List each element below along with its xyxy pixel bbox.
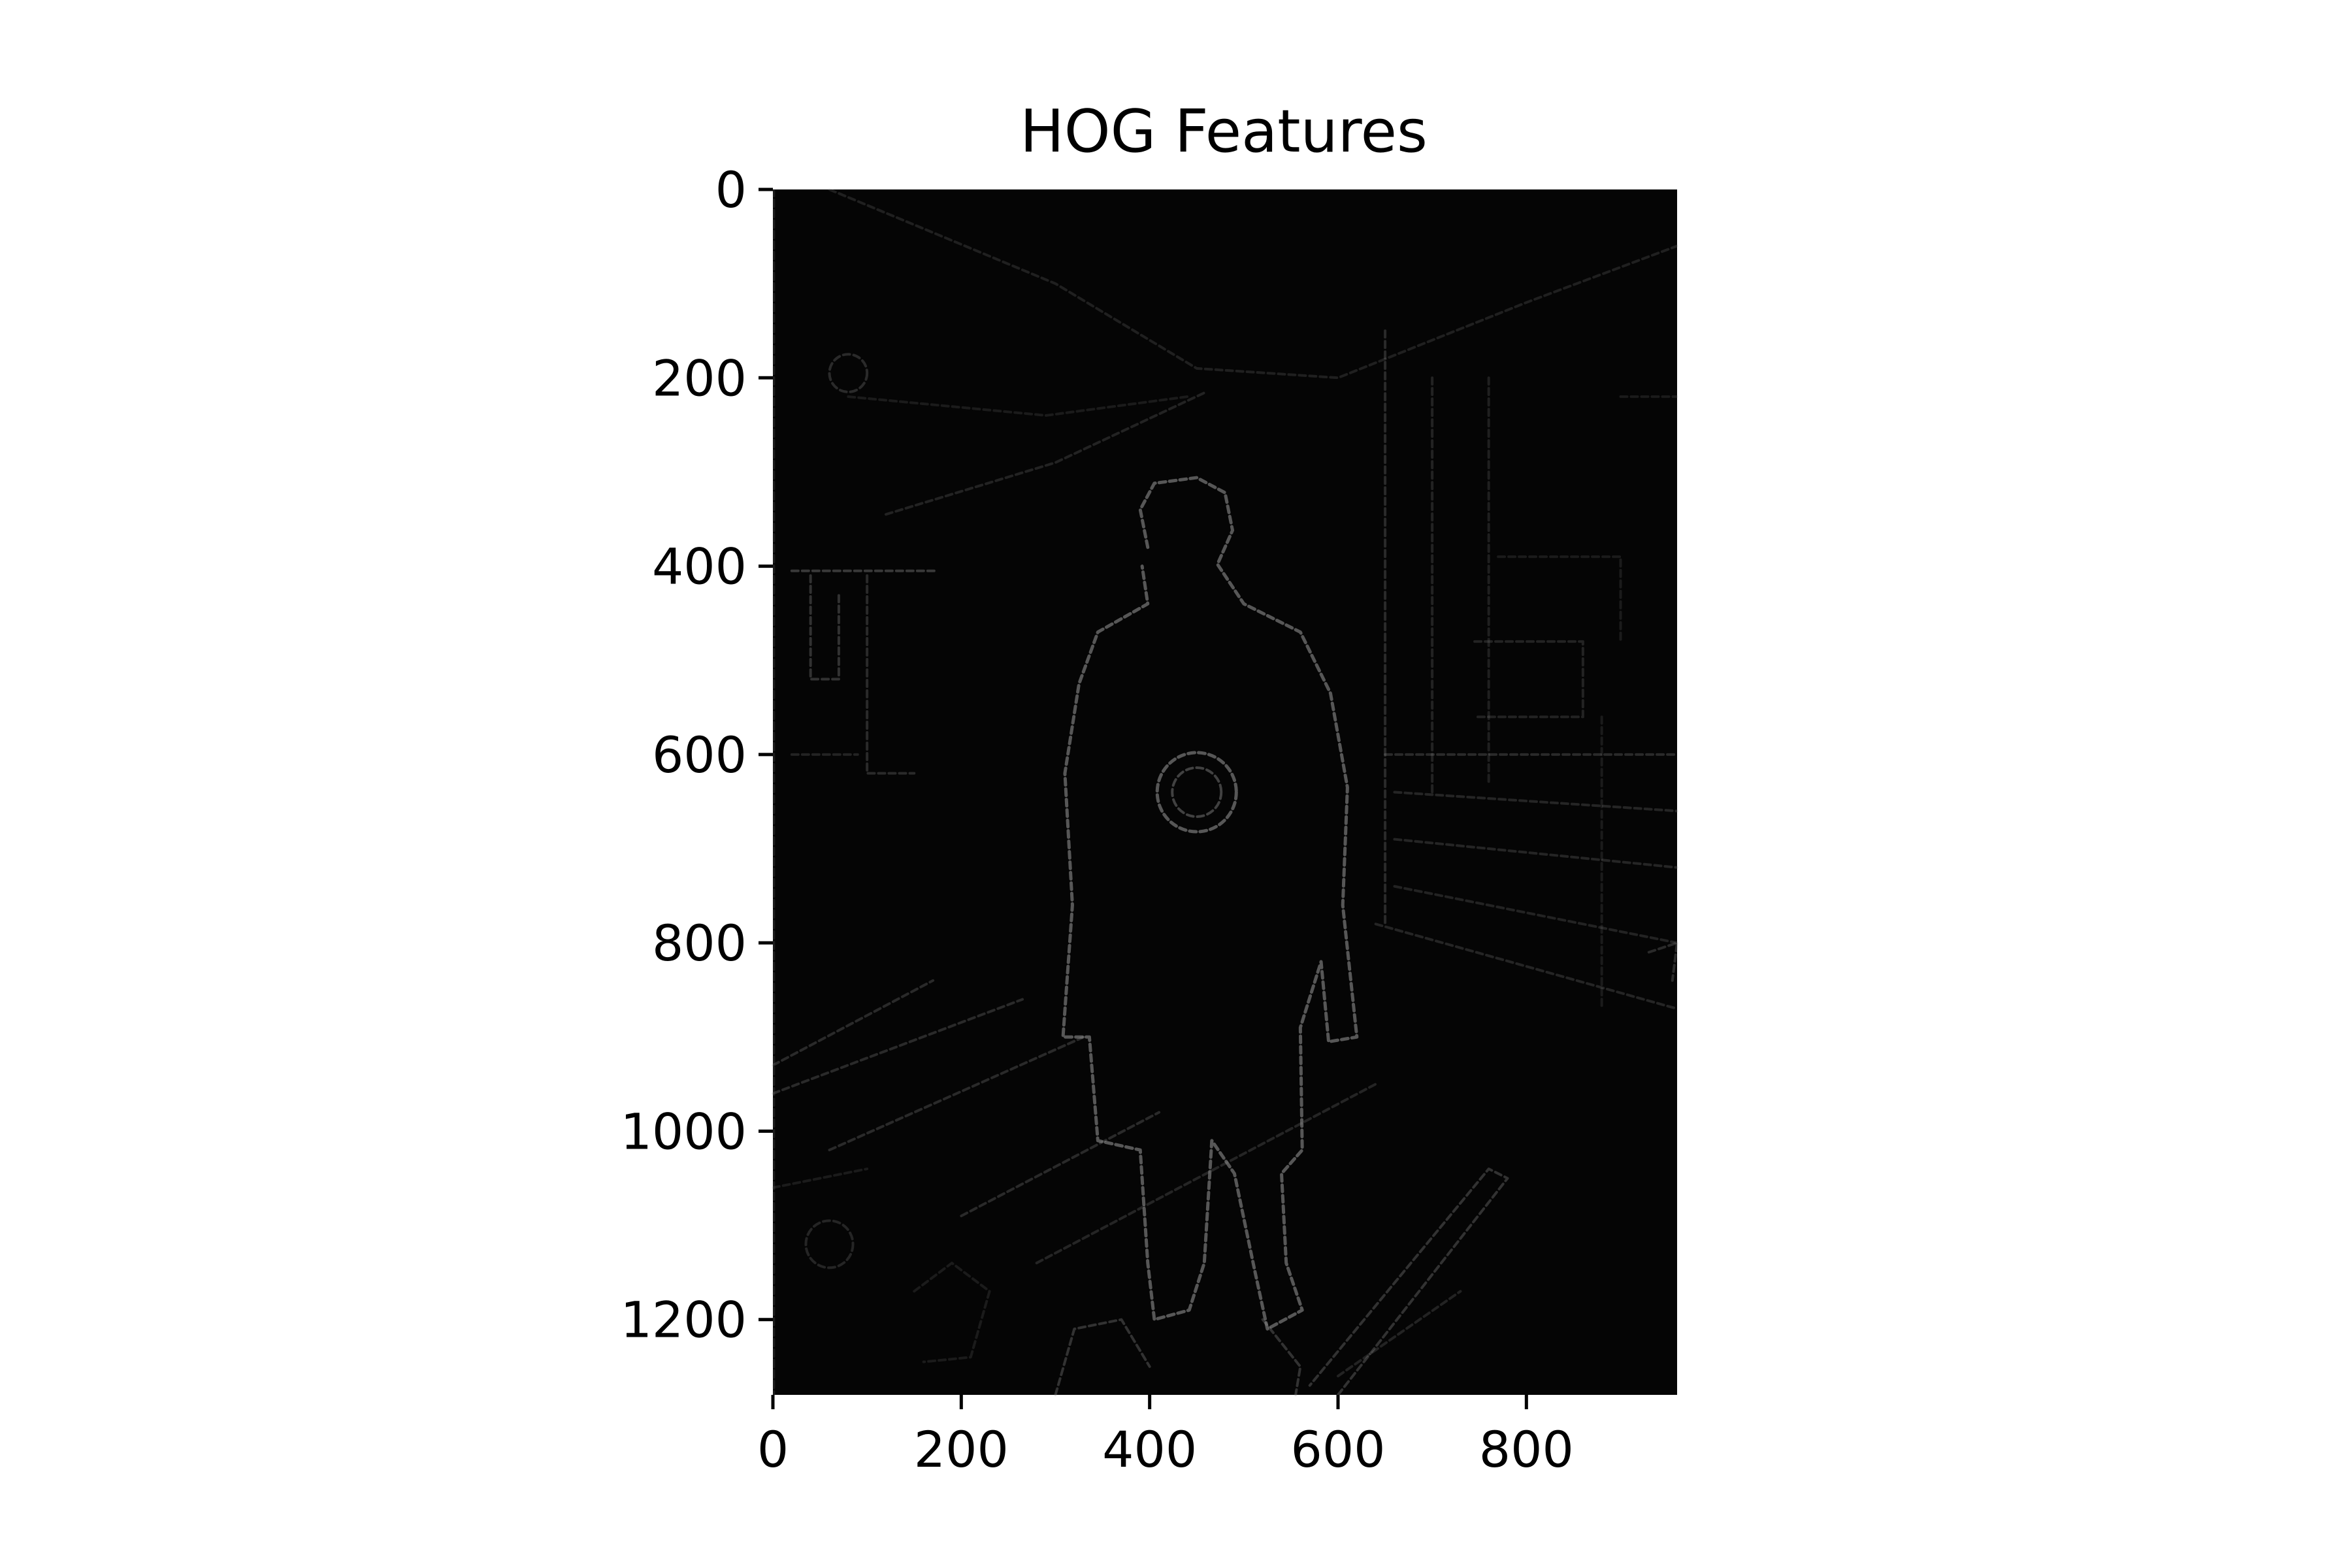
- hog-edge: [1261, 1318, 1302, 1396]
- hog-edge: [828, 188, 1678, 380]
- hog-edge: [1054, 1318, 1151, 1396]
- hog-edge: [1473, 640, 1584, 719]
- x-axis: 0 200 400 600 800: [757, 1395, 1574, 1478]
- hog-edge: [804, 1219, 855, 1269]
- x-tick-label: 0: [757, 1420, 789, 1478]
- hog-edge: [960, 1111, 1161, 1218]
- plot-area: [772, 188, 1678, 1396]
- hog-edge: [1497, 555, 1622, 643]
- hog-edge: [1171, 766, 1223, 818]
- hog-edge: [772, 998, 1024, 1095]
- hog-edge-overlay: [772, 188, 1678, 1396]
- hog-edge: [772, 1168, 869, 1189]
- hog-edge: [1337, 1290, 1462, 1378]
- y-tick-label: 0: [715, 161, 747, 219]
- y-tick-label: 800: [652, 914, 747, 972]
- hog-edge: [1393, 838, 1678, 869]
- hog-edge: [885, 390, 1208, 516]
- hog-edge: [1035, 1083, 1377, 1265]
- hog-edge: [913, 1262, 991, 1364]
- x-tick-label: 400: [1102, 1420, 1197, 1478]
- hog-edge: [1374, 923, 1678, 1011]
- x-tick-label: 800: [1479, 1420, 1574, 1478]
- y-axis: 0 200 400 600 800 1000 1200: [621, 161, 773, 1349]
- hog-edge: [809, 574, 840, 681]
- hog-edge: [828, 1036, 1085, 1152]
- y-tick-label: 600: [652, 726, 747, 784]
- hog-edge: [1061, 476, 1359, 1331]
- hog-image: [773, 189, 1677, 1395]
- y-tick-label: 400: [652, 538, 747, 596]
- y-tick-label: 1000: [621, 1102, 747, 1160]
- hog-edge: [1155, 751, 1238, 834]
- hog-edge: [828, 353, 869, 393]
- hog-edge: [1393, 885, 1678, 945]
- hog-edge: [866, 574, 916, 775]
- hog-edge: [847, 395, 1189, 417]
- hog-edge: [1647, 941, 1678, 982]
- hog-edge: [1308, 1168, 1509, 1396]
- x-tick-label: 600: [1290, 1420, 1385, 1478]
- hog-edge: [772, 979, 935, 1067]
- hog-edge: [1393, 791, 1678, 813]
- chart-title: HOG Features: [1020, 97, 1428, 166]
- y-tick-label: 1200: [621, 1291, 747, 1349]
- x-tick-label: 200: [914, 1420, 1009, 1478]
- y-tick-label: 200: [652, 349, 747, 407]
